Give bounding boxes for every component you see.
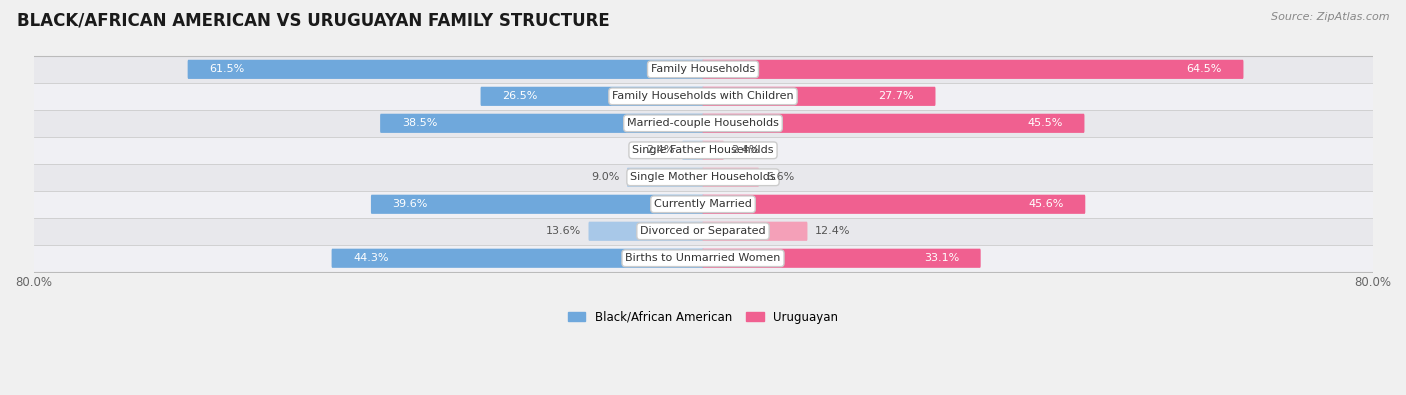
FancyBboxPatch shape [703, 195, 1085, 214]
FancyBboxPatch shape [703, 249, 980, 268]
Text: Divorced or Separated: Divorced or Separated [640, 226, 766, 236]
FancyBboxPatch shape [371, 195, 703, 214]
Text: 45.5%: 45.5% [1028, 118, 1063, 128]
Text: Source: ZipAtlas.com: Source: ZipAtlas.com [1271, 12, 1389, 22]
Text: 26.5%: 26.5% [502, 91, 537, 102]
Text: 2.4%: 2.4% [731, 145, 761, 155]
FancyBboxPatch shape [17, 137, 1389, 164]
Text: 64.5%: 64.5% [1187, 64, 1222, 74]
Text: 27.7%: 27.7% [879, 91, 914, 102]
Text: Married-couple Households: Married-couple Households [627, 118, 779, 128]
Text: 2.4%: 2.4% [645, 145, 675, 155]
Text: 13.6%: 13.6% [546, 226, 581, 236]
Text: 38.5%: 38.5% [402, 118, 437, 128]
Text: 44.3%: 44.3% [353, 253, 388, 263]
FancyBboxPatch shape [703, 60, 1243, 79]
FancyBboxPatch shape [332, 249, 703, 268]
Text: 33.1%: 33.1% [924, 253, 959, 263]
FancyBboxPatch shape [187, 60, 703, 79]
FancyBboxPatch shape [17, 56, 1389, 83]
FancyBboxPatch shape [703, 168, 759, 187]
Text: BLACK/AFRICAN AMERICAN VS URUGUAYAN FAMILY STRUCTURE: BLACK/AFRICAN AMERICAN VS URUGUAYAN FAMI… [17, 12, 610, 30]
FancyBboxPatch shape [627, 168, 703, 187]
Text: Single Father Households: Single Father Households [633, 145, 773, 155]
FancyBboxPatch shape [589, 222, 703, 241]
FancyBboxPatch shape [703, 222, 807, 241]
Text: 61.5%: 61.5% [209, 64, 245, 74]
Text: 9.0%: 9.0% [591, 172, 619, 182]
FancyBboxPatch shape [17, 164, 1389, 191]
FancyBboxPatch shape [380, 114, 703, 133]
Text: Family Households with Children: Family Households with Children [612, 91, 794, 102]
Text: 39.6%: 39.6% [392, 199, 427, 209]
FancyBboxPatch shape [703, 114, 1084, 133]
Text: Births to Unmarried Women: Births to Unmarried Women [626, 253, 780, 263]
Text: 6.6%: 6.6% [766, 172, 794, 182]
Text: 12.4%: 12.4% [815, 226, 851, 236]
Text: Family Households: Family Households [651, 64, 755, 74]
FancyBboxPatch shape [703, 87, 935, 106]
Text: Currently Married: Currently Married [654, 199, 752, 209]
FancyBboxPatch shape [703, 141, 724, 160]
FancyBboxPatch shape [17, 245, 1389, 272]
FancyBboxPatch shape [17, 218, 1389, 245]
FancyBboxPatch shape [682, 141, 703, 160]
FancyBboxPatch shape [481, 87, 703, 106]
FancyBboxPatch shape [17, 110, 1389, 137]
FancyBboxPatch shape [17, 191, 1389, 218]
Text: 45.6%: 45.6% [1028, 199, 1064, 209]
Text: Single Mother Households: Single Mother Households [630, 172, 776, 182]
FancyBboxPatch shape [17, 83, 1389, 110]
Legend: Black/African American, Uruguayan: Black/African American, Uruguayan [562, 306, 844, 328]
